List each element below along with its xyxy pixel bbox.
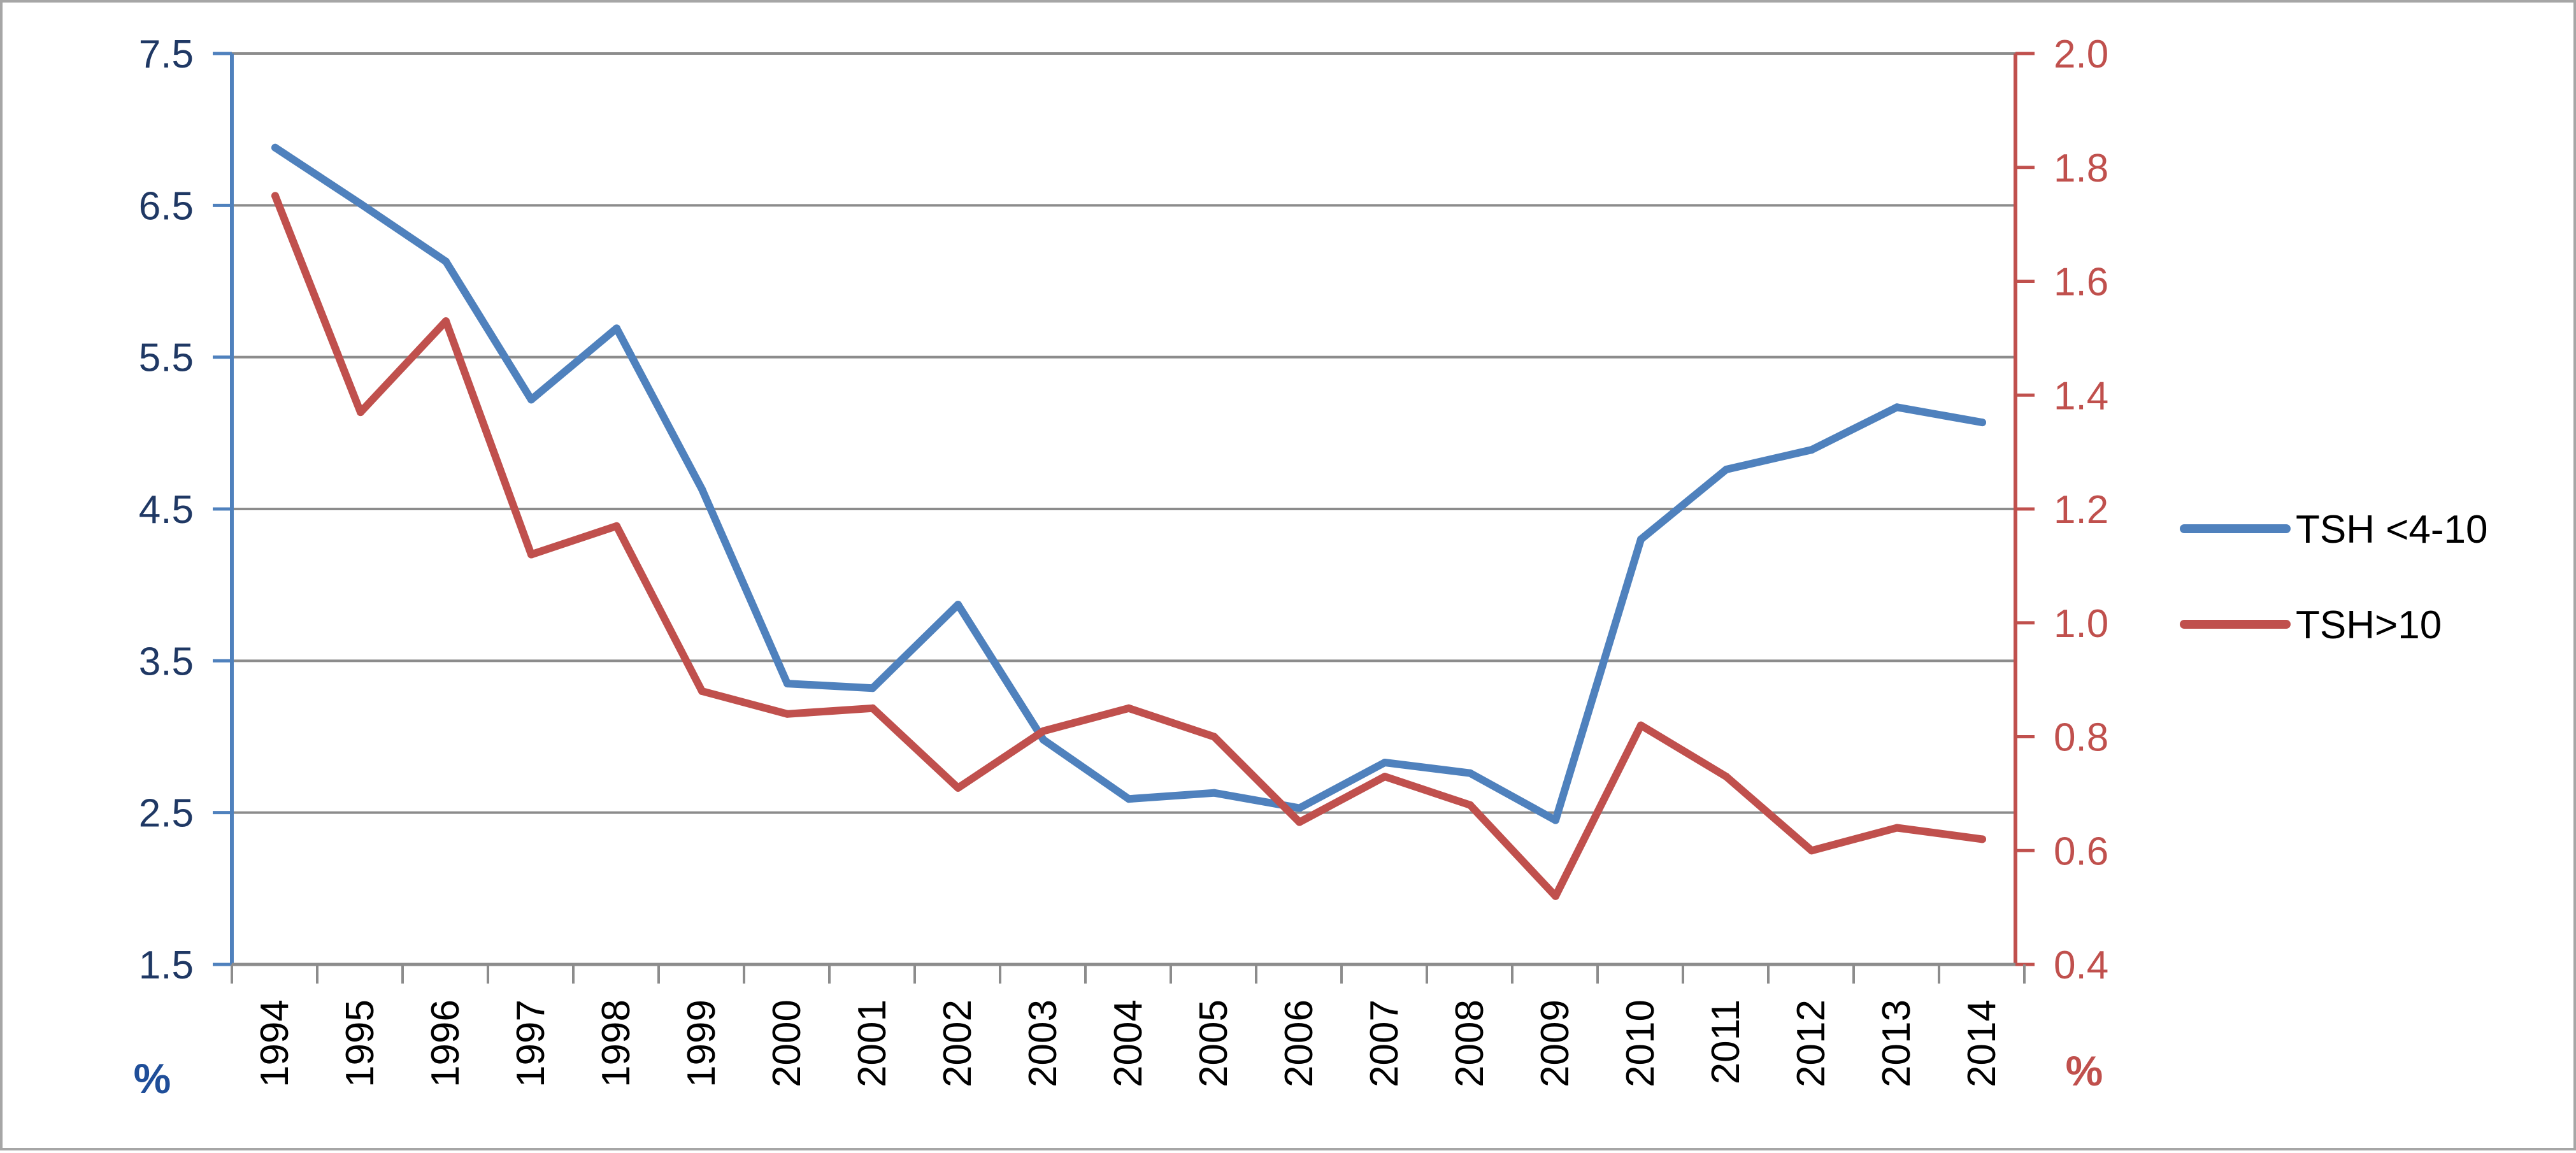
legend: TSH <4-10 TSH>10 xyxy=(2180,508,2488,647)
y-left-tick-label-1: 2.5 xyxy=(139,792,194,836)
x-tick-label-1994: 1994 xyxy=(253,999,297,1087)
series-1-point-2009 xyxy=(1552,892,1559,900)
y-left-tick-label-6: 7.5 xyxy=(139,32,194,76)
series-0-point-2014 xyxy=(1979,419,1986,427)
series-1-point-2013 xyxy=(1893,824,1901,832)
y-right-tick-label-2: 0.8 xyxy=(2054,716,2108,760)
series-1-point-2006 xyxy=(1296,818,1303,826)
legend-label-0: TSH <4-10 xyxy=(2296,508,2488,552)
series-0-point-1997 xyxy=(527,396,535,404)
x-tick-label-2001: 2001 xyxy=(850,999,894,1087)
y-right-tick-label-0: 0.4 xyxy=(2054,943,2108,987)
x-tick-label-2010: 2010 xyxy=(1619,999,1663,1087)
series-0-point-2009 xyxy=(1552,816,1559,824)
x-tick-label-2008: 2008 xyxy=(1448,999,1492,1087)
y-right-tick-label-8: 2.0 xyxy=(2054,32,2108,76)
series-line-1 xyxy=(271,192,1986,900)
series-lines xyxy=(271,143,1986,900)
y-right-unit-label: % xyxy=(2066,1047,2103,1094)
series-1-point-2008 xyxy=(1466,801,1474,809)
x-tick-label-2013: 2013 xyxy=(1875,999,1919,1087)
x-tick-label-2002: 2002 xyxy=(936,999,980,1087)
series-1-point-2011 xyxy=(1722,773,1730,781)
y-left-tick-label-3: 4.5 xyxy=(139,488,194,532)
series-1-point-2001 xyxy=(869,704,877,712)
x-tick-label-2011: 2011 xyxy=(1704,999,1748,1084)
series-1-point-2004 xyxy=(1125,704,1133,712)
series-1-point-2010 xyxy=(1637,721,1645,729)
series-0-point-2003 xyxy=(1040,736,1047,744)
y-right-tick-label-6: 1.6 xyxy=(2054,261,2108,304)
x-tick-label-2004: 2004 xyxy=(1106,999,1150,1087)
series-0-point-2002 xyxy=(954,601,962,609)
tick-labels: 1.5 2.5 3.5 4.5 5.5 6.5 7.5 0.4 0.6 0.8 1.0 1.2 1.4 1… xyxy=(134,32,2109,1102)
x-tick-label-1995: 1995 xyxy=(338,999,382,1087)
series-0-point-2000 xyxy=(784,680,791,688)
series-0-point-2007 xyxy=(1381,759,1389,766)
x-tick-label-2000: 2000 xyxy=(765,999,809,1087)
series-1-point-2012 xyxy=(1808,847,1815,855)
series-0-point-1994 xyxy=(271,143,279,152)
y-left-unit-label: % xyxy=(134,1055,171,1102)
series-1-point-1999 xyxy=(698,687,706,695)
series-0-point-1999 xyxy=(698,485,706,493)
series-0-point-1995 xyxy=(357,200,364,208)
x-tick-label-2014: 2014 xyxy=(1960,999,2004,1087)
y-right-tick-label-4: 1.2 xyxy=(2054,488,2108,532)
line-chart: 1.5 2.5 3.5 4.5 5.5 6.5 7.5 0.4 0.6 0.8 1.0 1.2 1.4 1… xyxy=(134,32,2488,1102)
y-right-tick-label-5: 1.4 xyxy=(2054,374,2108,418)
series-0-point-2004 xyxy=(1125,795,1133,803)
series-1-point-2002 xyxy=(954,784,962,792)
series-1-point-2003 xyxy=(1040,727,1047,735)
series-0-point-2008 xyxy=(1466,769,1474,777)
series-1-point-1995 xyxy=(357,408,364,417)
series-0-point-2005 xyxy=(1210,789,1218,797)
y-left-tick-label-4: 5.5 xyxy=(139,336,194,380)
series-1-point-1997 xyxy=(527,550,535,559)
series-1-point-2005 xyxy=(1210,733,1218,741)
series-1-point-1996 xyxy=(442,317,450,326)
y-right-tick-label-1: 0.6 xyxy=(2054,829,2108,873)
series-1-point-2007 xyxy=(1381,773,1389,781)
series-0-point-2001 xyxy=(869,684,877,692)
axes xyxy=(213,52,2035,984)
series-1-point-2000 xyxy=(784,710,791,718)
series-1-point-1994 xyxy=(271,192,279,200)
legend-label-1: TSH>10 xyxy=(2296,603,2442,647)
series-1-point-2014 xyxy=(1979,835,1986,843)
x-tick-label-2009: 2009 xyxy=(1533,999,1577,1087)
series-0-point-2013 xyxy=(1893,403,1901,412)
series-0-point-2010 xyxy=(1637,535,1645,543)
series-1-point-1998 xyxy=(613,522,620,530)
series-0-point-2012 xyxy=(1808,446,1815,454)
series-line-0 xyxy=(271,143,1986,824)
x-tick-label-2007: 2007 xyxy=(1363,999,1406,1087)
gridlines xyxy=(232,52,2015,966)
y-right-tick-label-3: 1.0 xyxy=(2054,602,2108,646)
x-tick-label-1999: 1999 xyxy=(680,999,724,1087)
y-left-tick-label-2: 3.5 xyxy=(139,640,194,684)
series-0-point-2006 xyxy=(1296,804,1303,812)
y-left-tick-label-5: 6.5 xyxy=(139,184,194,228)
series-0-point-1996 xyxy=(442,257,450,266)
x-tick-label-2003: 2003 xyxy=(1021,999,1065,1087)
x-tick-label-2006: 2006 xyxy=(1277,999,1321,1087)
x-tick-label-2012: 2012 xyxy=(1789,999,1833,1087)
series-0-point-1998 xyxy=(613,324,620,333)
x-tick-label-1998: 1998 xyxy=(594,999,638,1087)
x-tick-label-1996: 1996 xyxy=(424,999,468,1087)
y-right-tick-label-7: 1.8 xyxy=(2054,147,2108,190)
series-0-point-2011 xyxy=(1722,466,1730,473)
y-left-tick-label-0: 1.5 xyxy=(139,943,194,987)
x-tick-label-1997: 1997 xyxy=(509,999,553,1087)
x-tick-label-2005: 2005 xyxy=(1192,999,1236,1087)
